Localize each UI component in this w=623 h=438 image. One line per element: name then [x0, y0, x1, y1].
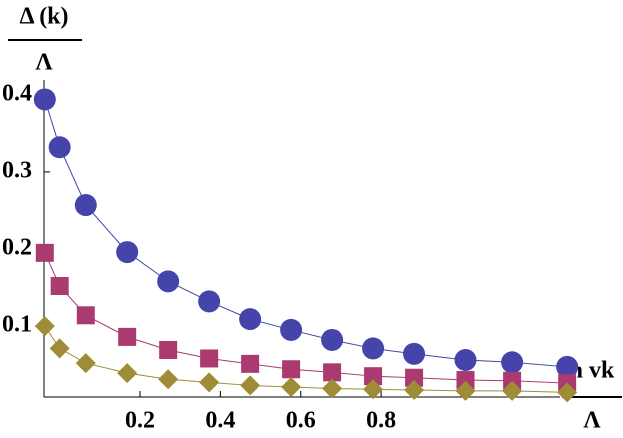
point [118, 327, 137, 346]
point [404, 380, 425, 401]
point [281, 376, 302, 397]
point [200, 349, 219, 368]
point [50, 276, 69, 295]
point [403, 342, 426, 365]
y-tick-label: 0.2 [2, 234, 32, 260]
point [159, 340, 178, 359]
y-label-denominator: Λ [35, 50, 53, 76]
point [34, 316, 55, 337]
point [502, 380, 523, 401]
point [198, 290, 221, 313]
x-tick-label: 0.4 [205, 408, 235, 434]
point [405, 368, 424, 387]
point [74, 194, 97, 217]
point [454, 348, 477, 371]
x-label-denominator: Λ [583, 408, 601, 434]
x-tick-label: 0.8 [366, 408, 396, 434]
series-line [44, 252, 568, 384]
point [35, 243, 54, 262]
y-label-numerator: Δ (k) [19, 4, 68, 30]
point [455, 380, 476, 401]
point [282, 360, 301, 379]
point [280, 318, 303, 341]
point [556, 355, 579, 378]
point [116, 241, 139, 264]
point [364, 367, 383, 386]
point [239, 308, 262, 331]
point [322, 378, 343, 399]
point [456, 371, 475, 390]
point [48, 136, 71, 159]
point [323, 363, 342, 382]
series-line [44, 99, 568, 368]
y-tick-label: 0.3 [2, 157, 32, 183]
y-tick-label: 0.1 [2, 312, 32, 338]
point [503, 371, 522, 390]
point [117, 363, 138, 384]
point [241, 354, 260, 373]
point [33, 88, 56, 111]
y-tick-label: 0.4 [2, 80, 32, 106]
point [76, 306, 95, 325]
point [321, 328, 344, 351]
point [363, 379, 384, 400]
point [240, 375, 261, 396]
point [362, 337, 385, 360]
point [158, 369, 179, 390]
x-tick-label: 0.6 [286, 408, 316, 434]
x-tick-label: 0.2 [125, 408, 155, 434]
point [49, 338, 70, 359]
point [199, 372, 220, 393]
point [75, 353, 96, 374]
point [501, 351, 524, 374]
point [557, 382, 578, 403]
point [157, 270, 180, 293]
